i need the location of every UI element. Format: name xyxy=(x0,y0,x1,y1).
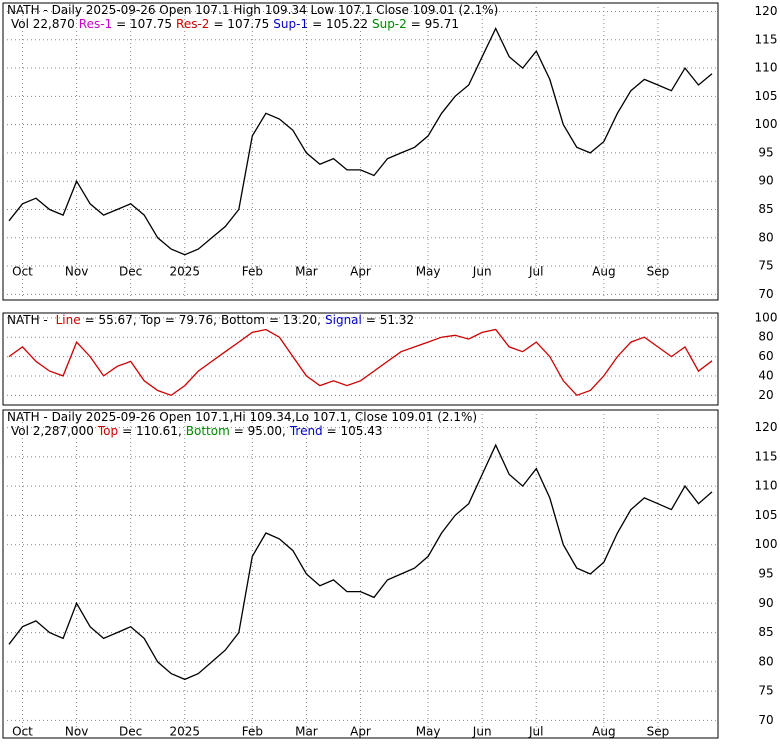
y-tick-label: 110 xyxy=(755,479,778,493)
annotation-text: Vol 22,870 xyxy=(11,17,75,31)
panel-header: NATH - Daily 2025-09-26 Open 107.1,Hi 10… xyxy=(7,410,477,424)
x-tick-label: Mar xyxy=(295,725,318,739)
y-tick-label: 120 xyxy=(755,4,778,18)
annotation-label: Res-1 xyxy=(79,17,112,31)
y-tick-label: 100 xyxy=(755,537,778,551)
y-tick-label: 75 xyxy=(758,259,773,273)
annotation-label: Trend xyxy=(289,424,323,438)
annotation-text: = 107.75 xyxy=(213,17,269,31)
annotation-text: = 105.22 xyxy=(312,17,368,31)
header-text: NATH - Daily 2025-09-26 Open 107.1,Hi 10… xyxy=(7,410,477,424)
price-line xyxy=(8,443,713,681)
annotation-label: Bottom xyxy=(221,313,265,327)
y-tick-label: 105 xyxy=(755,508,778,522)
annotation-label: Bottom xyxy=(186,424,230,438)
price-line xyxy=(8,26,713,256)
y-tick-label: 80 xyxy=(758,330,773,344)
annotation-text: Vol 2,287,000 xyxy=(11,424,94,438)
x-tick-label: May xyxy=(416,265,441,279)
x-tick-label: Feb xyxy=(242,725,263,739)
x-tick-label: Oct xyxy=(12,725,33,739)
y-tick-label: 85 xyxy=(758,625,773,639)
panel-subheader: Vol 22,870 Res-1 = 107.75 Res-2 = 107.75 Sup-… xyxy=(11,17,459,31)
annotation-text: = 110.61, xyxy=(122,424,182,438)
x-tick-label: Jun xyxy=(472,725,492,739)
y-tick-label: 120 xyxy=(755,420,778,434)
y-tick-label: 85 xyxy=(758,202,773,216)
x-tick-label: Jun xyxy=(472,265,492,279)
annotation-text: = 105.43 xyxy=(327,424,383,438)
y-tick-label: 75 xyxy=(758,684,773,698)
x-tick-label: Apr xyxy=(350,265,371,279)
x-tick-label: Jul xyxy=(528,725,543,739)
y-tick-label: 95 xyxy=(758,145,773,159)
annotation-text: = 107.75 xyxy=(116,17,172,31)
annotation-label: Line xyxy=(56,313,81,327)
annotation-label: Top xyxy=(140,313,161,327)
x-tick-label: Sep xyxy=(647,725,670,739)
x-tick-label: Sep xyxy=(647,265,670,279)
y-tick-label: 110 xyxy=(755,61,778,75)
y-tick-label: 115 xyxy=(755,32,778,46)
y-tick-label: 105 xyxy=(755,89,778,103)
plot-frame xyxy=(2,312,719,406)
x-tick-label: Dec xyxy=(119,725,142,739)
y-tick-label: 100 xyxy=(755,117,778,131)
y-tick-label: 100 xyxy=(755,310,778,324)
x-tick-label: 2025 xyxy=(169,265,200,279)
price-line xyxy=(8,328,713,397)
x-tick-label: Aug xyxy=(592,725,615,739)
y-tick-label: 40 xyxy=(758,368,773,382)
annotation-label: Res-2 xyxy=(176,17,209,31)
annotation-label: Sup-2 xyxy=(372,17,407,31)
x-tick-label: Mar xyxy=(295,265,318,279)
annotation-text: = 55.67, xyxy=(85,313,137,327)
header-text: NATH - Daily 2025-09-26 Open 107.1 High … xyxy=(7,3,498,17)
annotation-label: Top xyxy=(97,424,118,438)
x-tick-label: Feb xyxy=(242,265,263,279)
annotation-text: = 95.00, xyxy=(234,424,286,438)
annotation-text: = 13.20, xyxy=(269,313,321,327)
y-tick-label: 95 xyxy=(758,567,773,581)
y-tick-label: 80 xyxy=(758,230,773,244)
y-tick-label: 115 xyxy=(755,449,778,463)
panel-header: NATH - Line = 55.67, Top = 79.76, Bottom = 13… xyxy=(7,313,414,327)
x-tick-label: 2025 xyxy=(169,725,200,739)
header-text: NATH - xyxy=(7,313,52,327)
y-tick-label: 90 xyxy=(758,174,773,188)
y-tick-label: 70 xyxy=(758,713,773,727)
panel-header: NATH - Daily 2025-09-26 Open 107.1 High … xyxy=(7,3,498,17)
annotation-text: = 95.71 xyxy=(411,17,459,31)
x-tick-label: Apr xyxy=(350,725,371,739)
y-tick-label: 90 xyxy=(758,596,773,610)
y-tick-label: 80 xyxy=(758,654,773,668)
x-tick-label: Jul xyxy=(528,265,543,279)
y-tick-label: 20 xyxy=(758,388,773,402)
annotation-text: = 51.32 xyxy=(366,313,414,327)
y-tick-label: 60 xyxy=(758,349,773,363)
x-tick-label: Oct xyxy=(12,265,33,279)
x-tick-label: May xyxy=(416,725,441,739)
y-tick-label: 70 xyxy=(758,287,773,301)
annotation-text: = 79.76, xyxy=(165,313,217,327)
x-tick-label: Nov xyxy=(65,265,88,279)
x-tick-label: Nov xyxy=(65,725,88,739)
annotation-label: Sup-1 xyxy=(273,17,308,31)
annotation-label: Signal xyxy=(325,313,362,327)
x-tick-label: Dec xyxy=(119,265,142,279)
panel-subheader: Vol 2,287,000 Top = 110.61, Bottom = 95.00, T… xyxy=(11,424,383,438)
x-tick-label: Aug xyxy=(592,265,615,279)
